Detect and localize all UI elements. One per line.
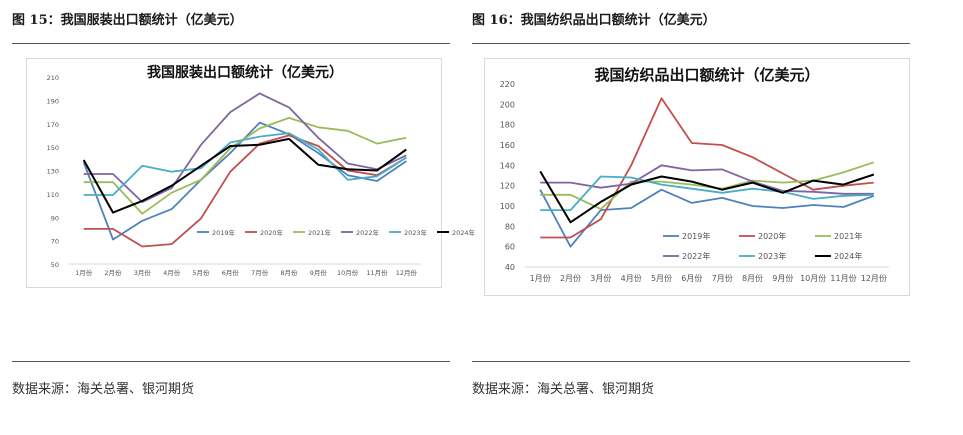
- x-tick-label: 4月份: [621, 273, 642, 283]
- x-tick-label: 9月份: [772, 273, 793, 283]
- x-tick-label: 7月份: [251, 268, 269, 277]
- source-note: 数据来源：海关总署、银河期货: [472, 382, 655, 397]
- legend-label-2019年: 2019年: [212, 228, 236, 237]
- y-tick-label: 130: [47, 168, 59, 176]
- series-line-2021年: [83, 117, 407, 215]
- x-tick-label: 2月份: [560, 273, 581, 283]
- series-line-2024年: [539, 170, 875, 224]
- textile-chart: 我国纺织品出口额统计（亿美元） 40 60 80 100 120 140 160 180 200 2…: [484, 58, 910, 296]
- x-tick-label: 6月份: [222, 268, 240, 277]
- legend-label-2020年: 2020年: [260, 228, 284, 237]
- apparel-chart: 我国服装出口额统计（亿美元） 50 70 90 110 130 150 170 190 210 1月…: [26, 58, 476, 288]
- figure-title: 图 15：我国服装出口额统计（亿美元）: [12, 13, 243, 28]
- figure-title: 图 16：我国纺织品出口额统计（亿美元）: [472, 13, 716, 28]
- x-tick-label: 7月份: [712, 273, 733, 283]
- top-rule: [472, 43, 910, 44]
- y-tick-label: 220: [500, 80, 515, 89]
- series-line-2022年: [83, 92, 407, 204]
- y-tick-label: 190: [47, 97, 59, 105]
- y-tick-label: 140: [500, 161, 515, 170]
- x-tick-label: 12月份: [396, 268, 418, 277]
- legend-label-2022年: 2022年: [682, 251, 710, 261]
- series-line-2020年: [540, 97, 874, 239]
- x-tick-label: 5月份: [651, 273, 672, 283]
- y-tick-label: 120: [500, 182, 515, 191]
- x-tick-label: 10月份: [800, 273, 826, 283]
- y-tick-label: 210: [47, 74, 59, 82]
- legend-label-2024年: 2024年: [452, 228, 476, 237]
- y-tick-label: 50: [51, 261, 59, 269]
- chart-title: 我国纺织品出口额统计（亿美元）: [594, 66, 819, 84]
- textile-panel: 图 16：我国纺织品出口额统计（亿美元） 我国纺织品出口额统计（亿美元） 40 60…: [472, 0, 912, 435]
- x-tick-label: 1月份: [530, 273, 551, 283]
- bottom-rule: [12, 361, 450, 362]
- legend-label-2022年: 2022年: [356, 228, 380, 237]
- y-tick-label: 150: [47, 144, 59, 152]
- y-tick-label: 160: [500, 141, 515, 150]
- y-tick-label: 40: [505, 263, 515, 272]
- x-tick-label: 3月份: [134, 268, 152, 277]
- series-line-2019年: [539, 188, 875, 248]
- legend-label-2024年: 2024年: [834, 251, 862, 261]
- series-line-2020年: [83, 134, 407, 248]
- apparel-panel: 图 15：我国服装出口额统计（亿美元） 我国服装出口额统计（亿美元） 50 70 90…: [12, 0, 476, 435]
- legend-label-2020年: 2020年: [758, 231, 786, 241]
- y-tick-label: 180: [500, 121, 515, 130]
- series-line-2023年: [540, 175, 874, 212]
- bottom-rule: [472, 361, 910, 362]
- y-tick-label: 60: [505, 243, 515, 252]
- legend-label-2021年: 2021年: [834, 231, 862, 241]
- y-tick-label: 110: [47, 191, 59, 199]
- y-tick-label: 200: [500, 100, 515, 109]
- y-tick-label: 70: [51, 238, 59, 246]
- x-tick-label: 3月份: [590, 273, 611, 283]
- x-tick-label: 4月份: [163, 268, 181, 277]
- x-tick-label: 6月份: [681, 273, 702, 283]
- legend-label-2023年: 2023年: [758, 251, 786, 261]
- y-tick-label: 170: [47, 121, 59, 129]
- x-tick-label: 5月份: [192, 268, 210, 277]
- x-tick-label: 11月份: [366, 268, 388, 277]
- x-tick-label: 8月份: [280, 268, 298, 277]
- top-rule: [12, 43, 450, 44]
- y-tick-label: 90: [51, 214, 59, 222]
- x-tick-label: 12月份: [861, 273, 887, 283]
- apparel-chart-svg: 我国服装出口额统计（亿美元） 50 70 90 110 130 150 170 190 210 1月…: [47, 64, 476, 277]
- legend-label-2021年: 2021年: [308, 228, 332, 237]
- legend-label-2023年: 2023年: [404, 228, 428, 237]
- y-tick-label: 100: [500, 202, 515, 211]
- x-tick-label: 8月份: [742, 273, 763, 283]
- x-tick-label: 10月份: [337, 268, 359, 277]
- source-note: 数据来源：海关总署、银河期货: [12, 382, 195, 397]
- textile-chart-svg: 我国纺织品出口额统计（亿美元） 40 60 80 100 120 140 160 180 200 2…: [500, 66, 889, 283]
- x-tick-label: 11月份: [830, 273, 856, 283]
- series-line-2024年: [82, 137, 407, 214]
- x-tick-label: 1月份: [75, 268, 93, 277]
- series-line-2022年: [540, 164, 874, 195]
- x-tick-label: 2月份: [104, 268, 122, 277]
- y-tick-label: 80: [505, 222, 515, 231]
- legend-label-2019年: 2019年: [682, 231, 710, 241]
- series-line-2023年: [83, 132, 407, 196]
- chart-title: 我国服装出口额统计（亿美元）: [147, 64, 343, 81]
- x-tick-label: 9月份: [310, 268, 328, 277]
